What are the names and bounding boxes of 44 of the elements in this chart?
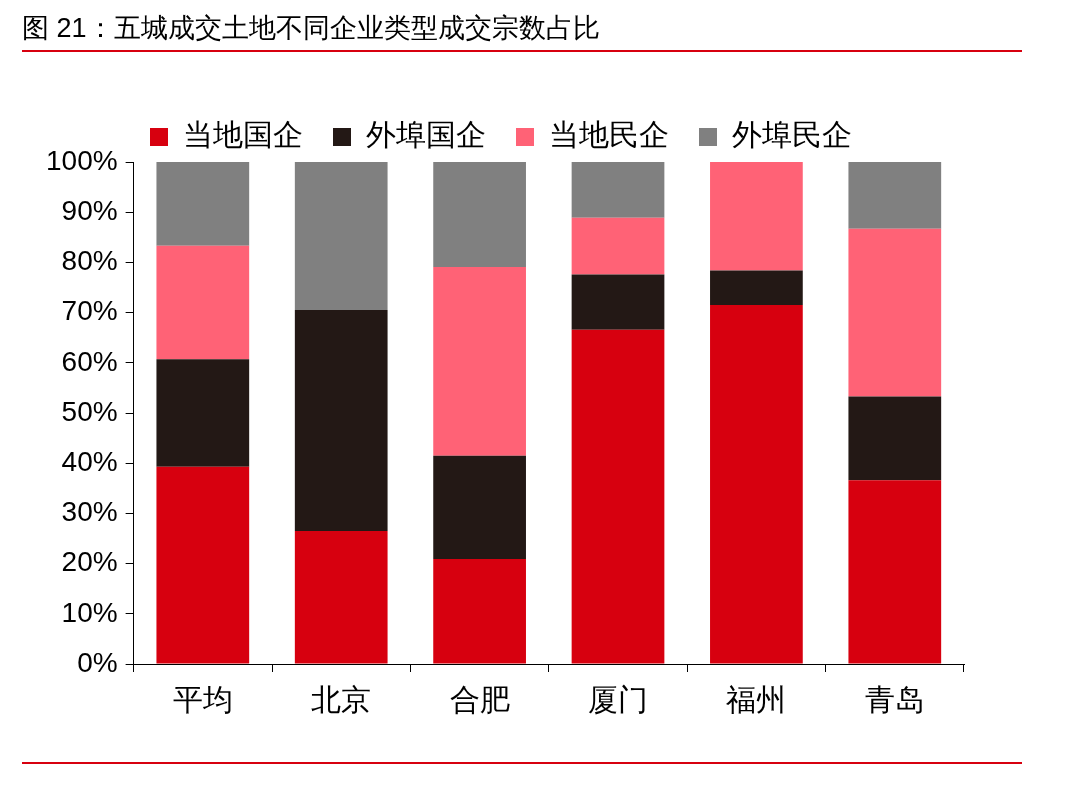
y-tick-label: 100% xyxy=(45,144,118,176)
y-tick-label: 80% xyxy=(61,245,118,277)
bar xyxy=(571,274,665,330)
bar xyxy=(433,162,526,267)
legend-label: 外埠国企 xyxy=(366,118,486,152)
y-tick-label: 0% xyxy=(77,646,118,678)
y-tick-label: 30% xyxy=(61,496,118,528)
x-tick-label: 平均 xyxy=(172,683,233,717)
x-tick-label: 福州 xyxy=(726,683,787,717)
bar xyxy=(848,396,942,481)
legend-label: 当地民企 xyxy=(549,118,669,152)
x-tick-label: 合肥 xyxy=(449,683,510,717)
bar xyxy=(294,310,388,531)
bar xyxy=(571,217,665,275)
bar xyxy=(156,245,250,360)
y-tick-label: 40% xyxy=(61,445,118,477)
bar xyxy=(156,162,250,246)
chart-title: 图 21：五城成交土地不同企业类型成交宗数占比 xyxy=(21,12,601,45)
bar xyxy=(848,162,942,229)
bar xyxy=(571,162,665,218)
bar xyxy=(433,559,526,664)
bar xyxy=(848,228,942,397)
bar xyxy=(433,266,526,456)
y-tick-label: 90% xyxy=(61,194,118,226)
y-tick-label: 50% xyxy=(61,395,118,427)
x-tick-label: 青岛 xyxy=(864,683,925,717)
bar xyxy=(710,162,803,271)
bar xyxy=(156,466,250,664)
bar xyxy=(433,455,526,560)
x-tick-label: 厦门 xyxy=(588,683,649,717)
bar xyxy=(294,162,388,311)
bar xyxy=(571,329,665,664)
y-tick-label: 60% xyxy=(61,345,118,377)
bar xyxy=(848,480,942,664)
legend-label: 当地国企 xyxy=(183,118,303,152)
x-tick-label: 北京 xyxy=(311,683,372,717)
y-tick-label: 70% xyxy=(61,295,118,327)
bar xyxy=(710,270,803,306)
bar xyxy=(710,305,803,664)
y-tick-label: 10% xyxy=(61,596,118,628)
y-tick-label: 20% xyxy=(61,546,118,578)
bar xyxy=(156,359,250,467)
legend-label: 外埠民企 xyxy=(732,118,852,152)
bar xyxy=(294,530,388,664)
